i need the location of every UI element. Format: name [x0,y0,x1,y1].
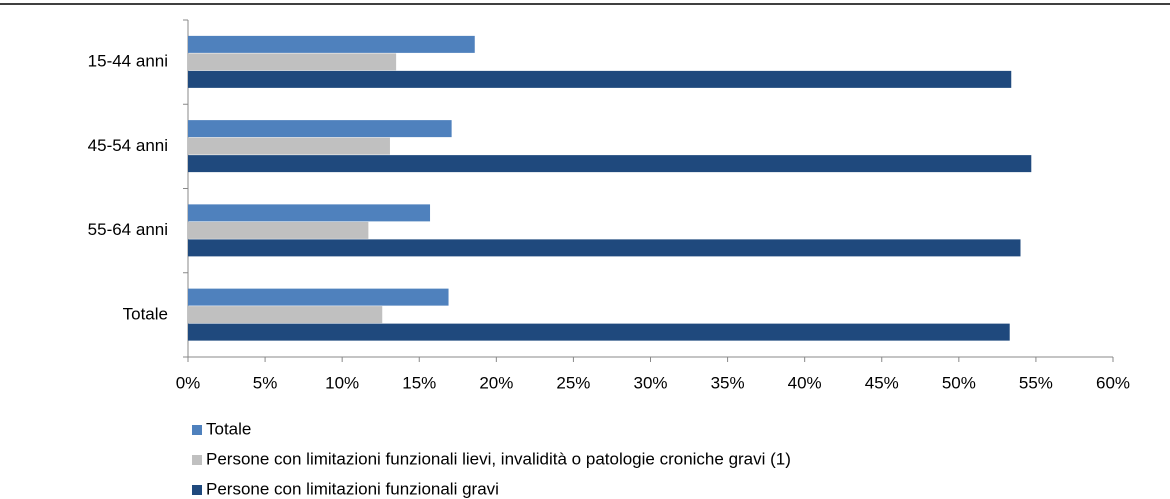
bar [188,306,383,324]
x-tick-label: 40% [788,373,822,392]
y-tick-label: 55-64 anni [88,220,168,239]
bar [188,155,1032,173]
x-tick-label: 10% [325,373,359,392]
x-tick-label: 15% [402,373,436,392]
x-tick-label: 0% [176,373,201,392]
bar [188,53,397,71]
bar [188,137,390,155]
x-tick-label: 60% [1096,373,1130,392]
y-tick-label: 45-54 anni [88,136,168,155]
x-tick-label: 55% [1019,373,1053,392]
bar [188,239,1021,257]
legend-label: Totale [206,419,251,438]
y-tick-label: 15-44 anni [88,52,168,71]
x-tick-label: 20% [479,373,513,392]
bar [188,70,1012,88]
bar [188,323,1010,341]
bar [188,120,452,138]
bar [188,221,369,239]
bar [188,288,449,306]
legend-swatch [192,485,202,495]
bar [188,35,475,53]
y-tick-label: Totale [123,304,168,323]
x-tick-label: 45% [865,373,899,392]
legend-label: Persone con limitazioni funzionali gravi [206,479,499,498]
x-tick-label: 25% [556,373,590,392]
x-tick-label: 50% [942,373,976,392]
x-tick-label: 5% [253,373,278,392]
bar [188,204,431,222]
legend-swatch [192,455,202,465]
legend-label: Persone con limitazioni funzionali lievi… [206,449,791,468]
x-tick-label: 30% [633,373,667,392]
legend-swatch [192,425,202,435]
x-tick-label: 35% [711,373,745,392]
